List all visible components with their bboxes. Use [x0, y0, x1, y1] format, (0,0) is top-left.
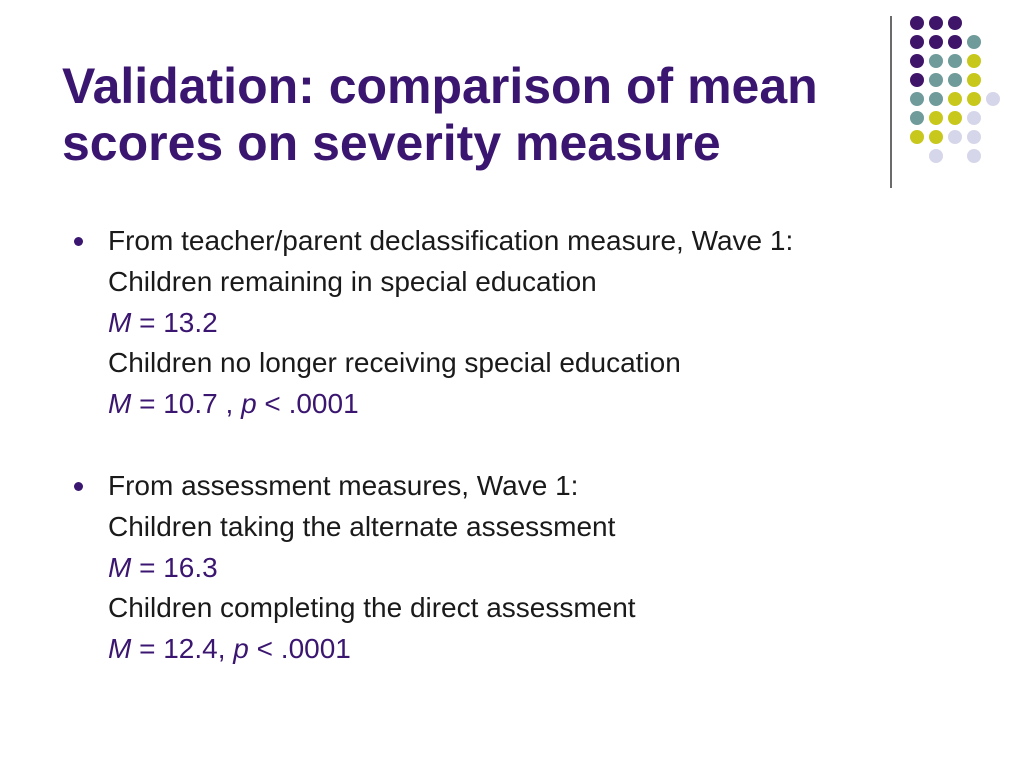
mean-value: = 12.4, — [131, 633, 234, 665]
mean-symbol: M — [108, 306, 132, 338]
mean-value: = 10.7 , — [131, 388, 242, 420]
mean-result: M = 16.3 — [108, 548, 988, 589]
bullet-heading: From assessment measures, Wave 1: — [108, 469, 579, 501]
mean-result: M = 10.7 , p < .0001 — [108, 384, 988, 425]
dot-purple — [948, 16, 962, 30]
dot-lavender — [986, 92, 1000, 106]
dot-teal — [929, 54, 943, 68]
dot-purple — [910, 73, 924, 87]
slide-title: Validation: comparison of mean scores on… — [62, 58, 862, 172]
group-label: Children completing the direct assessmen… — [108, 592, 636, 624]
mean-value: = 13.2 — [131, 306, 218, 338]
dot-teal — [910, 92, 924, 106]
dot-teal — [929, 92, 943, 106]
p-value: < .0001 — [248, 633, 351, 665]
dot-lavender — [967, 111, 981, 125]
dot-lavender — [967, 149, 981, 163]
title-divider — [890, 16, 892, 188]
slide-body: From teacher/parent declassification mea… — [74, 221, 988, 711]
slide-title-line-1: Validation: comparison of mean — [62, 58, 818, 114]
bullet-assessment: From assessment measures, Wave 1: Childr… — [74, 466, 988, 670]
dot-yellow — [929, 130, 943, 144]
mean-value: = 16.3 — [131, 551, 218, 583]
bullet-dot-icon — [74, 237, 83, 246]
dot-lavender — [929, 149, 943, 163]
mean-symbol: M — [108, 388, 132, 420]
mean-result: M = 13.2 — [108, 303, 988, 344]
dot-yellow — [929, 111, 943, 125]
mean-result: M = 12.4, p < .0001 — [108, 629, 988, 670]
dot-yellow — [910, 130, 924, 144]
dot-yellow — [948, 92, 962, 106]
dot-purple — [910, 16, 924, 30]
bullet-teacher-parent: From teacher/parent declassification mea… — [74, 221, 988, 425]
dot-yellow — [967, 92, 981, 106]
dot-yellow — [967, 73, 981, 87]
dot-teal — [948, 54, 962, 68]
dot-purple — [948, 35, 962, 49]
group-label: Children taking the alternate assessment — [108, 510, 616, 542]
p-symbol: p — [233, 633, 249, 665]
slide-title-line-2: scores on severity measure — [62, 115, 721, 171]
p-value: < .0001 — [256, 388, 359, 420]
mean-symbol: M — [108, 633, 132, 665]
bullet-dot-icon — [74, 481, 83, 491]
group-label: Children no longer receiving special edu… — [108, 347, 681, 379]
dot-teal — [967, 35, 981, 49]
dot-teal — [910, 111, 924, 125]
dot-purple — [929, 35, 943, 49]
group-label: Children remaining in special education — [108, 265, 597, 297]
p-symbol: p — [241, 388, 257, 420]
dot-purple — [929, 16, 943, 30]
dot-lavender — [967, 130, 981, 144]
dot-teal — [929, 73, 943, 87]
mean-symbol: M — [108, 551, 132, 583]
dot-purple — [910, 35, 924, 49]
dot-purple — [910, 54, 924, 68]
dot-yellow — [948, 111, 962, 125]
dot-yellow — [967, 54, 981, 68]
dot-teal — [948, 73, 962, 87]
dot-lavender — [948, 130, 962, 144]
bullet-heading: From teacher/parent declassification mea… — [108, 225, 794, 256]
